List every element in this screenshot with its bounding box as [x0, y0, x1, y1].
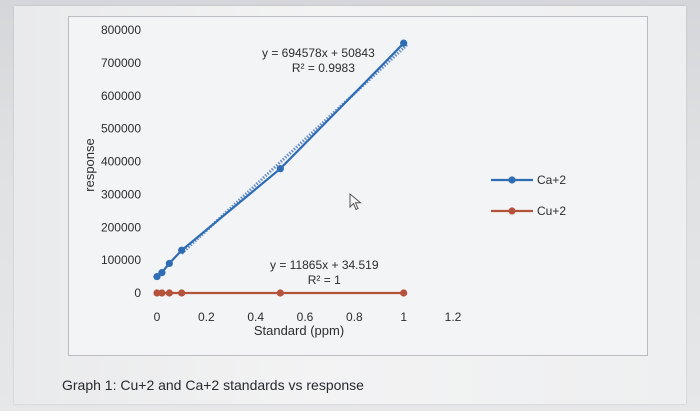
legend-label-ca-2: Ca+2	[537, 173, 566, 187]
y-tick-label: 300000	[101, 187, 141, 201]
ca-r2-text: R² = 0.9983	[291, 61, 355, 75]
data-point-ca-2	[165, 259, 173, 268]
y-tick-label: 800000	[101, 23, 141, 37]
y-tick-label: 500000	[101, 122, 141, 136]
series-line-ca-2	[156, 42, 405, 278]
x-tick-label: 0.2	[198, 310, 215, 324]
y-tick-label: 600000	[101, 89, 141, 103]
y-tick-label: 400000	[101, 155, 141, 169]
x-axis-label: Standard (ppm)	[254, 323, 344, 338]
ca-equation-text: y = 694578x + 50843	[262, 46, 375, 60]
data-point-cu-2	[276, 289, 284, 297]
data-point-cu-2	[153, 289, 161, 297]
data-point-ca-2	[276, 165, 284, 173]
data-point-ca-2	[158, 269, 166, 277]
chart-area	[68, 16, 648, 356]
data-point-ca-2	[400, 39, 408, 47]
data-point-cu-2	[158, 289, 166, 297]
mouse-cursor-icon	[349, 193, 362, 211]
legend-label-cu-2: Cu+2	[537, 204, 566, 218]
ca-trendline-extension	[402, 42, 409, 50]
data-point-cu-2	[165, 289, 173, 297]
y-axis-label: response	[82, 138, 97, 191]
x-tick-label: 0.4	[247, 310, 264, 324]
y-tick-label: 0	[134, 286, 141, 300]
legend-marker-ca-2	[508, 176, 516, 184]
data-point-ca-2	[178, 246, 186, 254]
data-point-cu-2	[178, 289, 186, 297]
figure-caption: Graph 1: Cu+2 and Ca+2 standards vs resp…	[62, 377, 364, 393]
x-tick-label: 0.8	[346, 310, 363, 324]
cu-equation-text: y = 11865x + 34.519	[270, 258, 379, 272]
x-tick-label: 1.2	[445, 310, 462, 324]
document-page	[14, 6, 686, 404]
y-tick-label: 100000	[101, 253, 141, 267]
legend-marker-cu-2	[508, 207, 516, 215]
data-point-ca-2	[153, 272, 161, 281]
x-tick-label: 0	[154, 310, 161, 324]
cu-r2-text: R² = 1	[307, 273, 341, 287]
cu-trendline-equation: y = 11865x + 34.519 R² = 1	[270, 258, 379, 288]
y-tick-label: 700000	[101, 56, 141, 70]
x-tick-label: 0.6	[297, 310, 314, 324]
ca-trendline-equation: y = 694578x + 50843 R² = 0.9983	[262, 46, 375, 76]
x-tick-label: 1	[400, 310, 407, 324]
data-point-cu-2	[400, 289, 408, 297]
y-tick-label: 200000	[101, 220, 141, 234]
